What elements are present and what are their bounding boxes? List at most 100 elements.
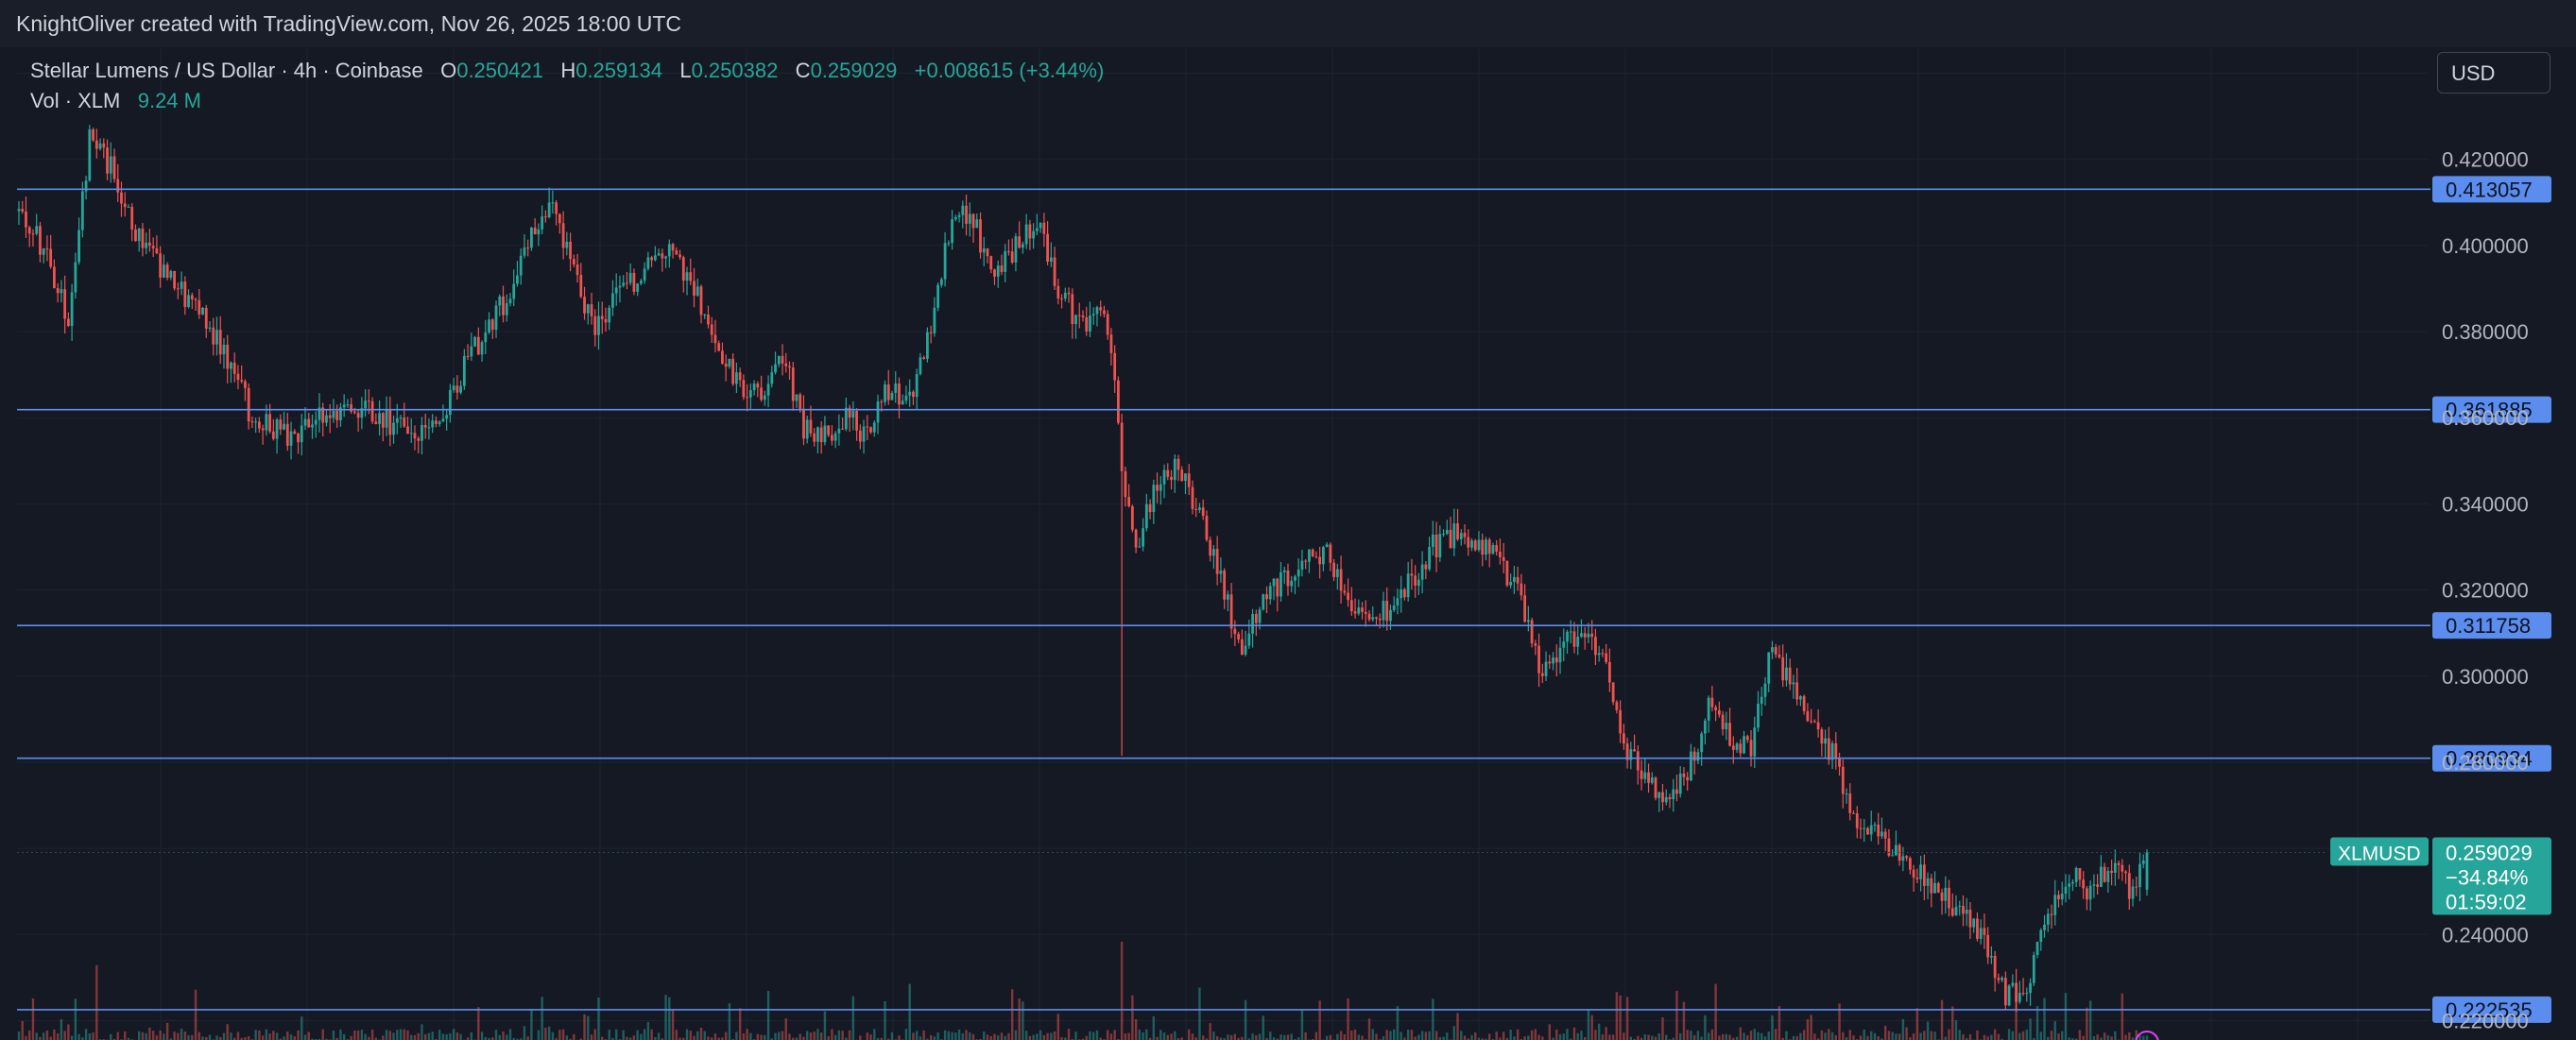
- candle-body: [1552, 657, 1554, 664]
- volume-bar: [268, 1033, 271, 1040]
- volume-bar: [833, 1034, 837, 1040]
- volume-bar: [1050, 1032, 1053, 1040]
- volume-bar: [1958, 1030, 1961, 1040]
- volume-bar: [1859, 1035, 1863, 1040]
- candle-body: [781, 355, 784, 364]
- candle-body: [388, 409, 392, 435]
- volume-bar: [2124, 1034, 2127, 1040]
- volume-bar: [1067, 1029, 1071, 1040]
- volume-bar: [173, 1031, 176, 1040]
- candle-body: [271, 431, 275, 439]
- volume-bar: [1601, 1034, 1605, 1040]
- volume-bar: [1686, 1030, 1689, 1040]
- volume-bar: [1792, 1035, 1795, 1040]
- candle-body: [1643, 772, 1647, 779]
- candle-body: [1972, 918, 1976, 928]
- volume-bar: [1933, 1031, 1936, 1040]
- candle-body: [1841, 766, 1845, 794]
- level-price-badge: [2432, 996, 2551, 1023]
- volume-bar: [2011, 1031, 2015, 1040]
- volume-bar: [1276, 1038, 1279, 1040]
- volume-bar: [866, 1032, 869, 1040]
- volume-bar: [2138, 1034, 2141, 1040]
- candle-body: [427, 427, 431, 429]
- volume-bar: [1530, 1030, 1534, 1040]
- candle-body: [2141, 861, 2145, 864]
- volume-bar: [1948, 1029, 1950, 1040]
- candle-body: [1180, 469, 1184, 482]
- volume-bar: [1647, 1034, 1650, 1040]
- candle-body: [183, 281, 187, 307]
- volume-bar: [392, 1032, 395, 1040]
- candle-body: [1986, 934, 1990, 958]
- candle-body: [1812, 721, 1816, 723]
- candle-body: [1534, 643, 1537, 646]
- volume-bar: [2047, 1036, 2050, 1040]
- candle-body: [102, 143, 106, 148]
- candle-body: [1690, 751, 1692, 781]
- candle-body: [1166, 469, 1170, 477]
- candle-body: [1743, 736, 1745, 754]
- candle-body: [561, 223, 565, 248]
- candle-body: [381, 413, 385, 428]
- volume-bar: [1587, 1010, 1590, 1040]
- candle-body: [572, 259, 575, 264]
- candle-body: [283, 423, 285, 430]
- volume-bar: [583, 1014, 586, 1040]
- volume-bar: [1007, 1032, 1010, 1040]
- candle-body: [462, 355, 466, 386]
- candle-body: [1629, 749, 1633, 760]
- candle-body: [1908, 858, 1912, 870]
- volume-bar: [859, 1035, 862, 1040]
- volume-bar: [1424, 1031, 1428, 1040]
- currency-button[interactable]: USD: [2437, 52, 2550, 94]
- volume-bar: [827, 1035, 830, 1040]
- volume-bar: [792, 1037, 795, 1040]
- candle-body: [431, 420, 435, 428]
- volume-bar: [508, 1029, 512, 1040]
- volume-bar: [1396, 1006, 1400, 1040]
- volume-bar: [1064, 1037, 1067, 1040]
- candle-body: [448, 389, 452, 416]
- last-price-value: 0.259029: [2446, 842, 2533, 865]
- candle-body: [614, 287, 618, 294]
- volume-bar: [502, 1031, 505, 1040]
- candle-body: [1226, 594, 1229, 600]
- volume-bar: [275, 1032, 279, 1040]
- volume-bar: [1739, 1027, 1743, 1040]
- candle-body: [1262, 594, 1265, 610]
- volume-bar: [127, 1037, 130, 1040]
- candle-body: [2032, 954, 2035, 983]
- volume-bar: [1410, 1030, 1414, 1040]
- candle-body: [2064, 886, 2068, 895]
- volume-bar: [2029, 1018, 2032, 1040]
- volume-bar: [1092, 1031, 1095, 1040]
- candle-body: [1848, 793, 1852, 813]
- candle-body: [770, 372, 774, 384]
- volume-bar: [177, 1032, 180, 1040]
- volume-bar: [1555, 1029, 1558, 1040]
- candle-body: [1385, 601, 1389, 622]
- volume-bar: [1625, 997, 1629, 1040]
- candle-body: [1753, 727, 1757, 757]
- volume-bar: [1643, 1034, 1646, 1040]
- candle-body: [1795, 682, 1799, 700]
- candle-body: [1063, 292, 1067, 299]
- candle-body: [1597, 653, 1601, 656]
- candle-body: [356, 413, 360, 418]
- volume-bar: [1870, 1031, 1873, 1040]
- candle-body: [1834, 742, 1838, 759]
- volume-bar: [1361, 1035, 1364, 1040]
- candle-body: [1619, 709, 1623, 734]
- volume-bar: [1420, 1031, 1424, 1040]
- candle-body: [622, 282, 626, 286]
- volume-bar: [512, 1037, 515, 1040]
- volume-bar: [1640, 1037, 1643, 1040]
- volume-bar: [423, 1033, 427, 1040]
- volume-bar: [1244, 999, 1247, 1040]
- volume-bar: [713, 1033, 717, 1040]
- volume-bar: [774, 1032, 777, 1040]
- candle-body: [1569, 631, 1572, 633]
- candle-body: [734, 372, 738, 384]
